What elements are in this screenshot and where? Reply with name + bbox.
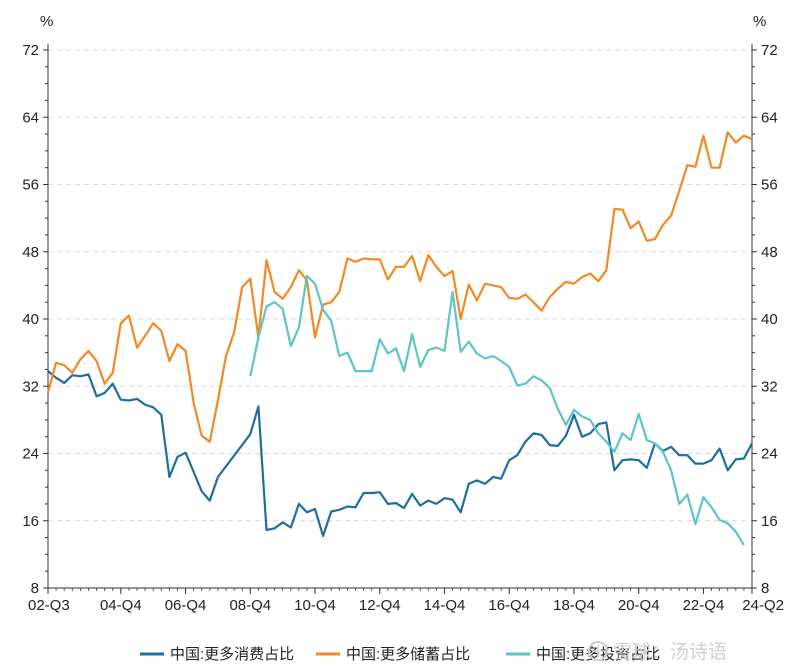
y-tick-label-right: 16	[761, 513, 778, 530]
y-tick-label-left: 72	[22, 42, 39, 59]
x-tick-label: 24-Q2	[742, 597, 784, 614]
axes	[43, 44, 757, 594]
snowball-logo-icon	[588, 641, 608, 661]
x-tick-label: 08-Q4	[229, 597, 271, 614]
watermark: 雪球：汤诗语	[588, 641, 727, 663]
x-tick-label: 14-Q4	[424, 597, 466, 614]
watermark-text: 雪球：汤诗语	[613, 641, 727, 663]
grid-lines	[48, 49, 752, 522]
series-line-investment	[249, 275, 745, 546]
series-line-savings	[46, 131, 753, 443]
y-tick-label-right: 48	[761, 244, 778, 261]
x-tick-label: 04-Q4	[100, 597, 142, 614]
legend-label-consumption: 中国:更多消费占比	[170, 646, 294, 663]
y-tick-label-left: 24	[22, 446, 39, 463]
series-lines	[46, 131, 753, 546]
y-tick-label-right: 32	[761, 378, 778, 395]
x-tick-label: 18-Q4	[553, 597, 595, 614]
y-tick-label-left: 40	[22, 311, 39, 328]
x-tick-label: 20-Q4	[618, 597, 660, 614]
right-unit-label: %	[753, 13, 766, 30]
y-tick-label-left: 16	[22, 513, 39, 530]
y-tick-label-left: 56	[22, 177, 39, 194]
y-tick-label-right: 24	[761, 446, 778, 463]
x-tick-label: 22-Q4	[683, 597, 725, 614]
x-tick-label: 02-Q3	[28, 597, 70, 614]
y-tick-label-right: 40	[761, 311, 778, 328]
y-tick-label-right: 56	[761, 177, 778, 194]
x-tick-label: 12-Q4	[359, 597, 401, 614]
x-tick-label: 06-Q4	[165, 597, 207, 614]
y-tick-label-right: 72	[761, 42, 778, 59]
legend-label-savings: 中国:更多储蓄占比	[346, 646, 470, 663]
y-tick-label-left: 48	[22, 244, 39, 261]
x-tick-labels: 02-Q3 04-Q4 06-Q4 08-Q4 10-Q4 12-Q4 14-Q4 16-Q4…	[28, 597, 784, 614]
y-tick-label-left: 8	[31, 580, 39, 597]
x-tick-label: 16-Q4	[488, 597, 530, 614]
y-tick-label-left: 64	[22, 109, 39, 126]
left-y-tick-labels: 8 16 24 32 40 48 56 64 72	[22, 42, 39, 597]
right-y-tick-labels: 8 16 24 32 40 48 56 64 72	[761, 42, 778, 597]
series-line-consumption	[47, 370, 753, 537]
y-tick-label-right: 64	[761, 109, 778, 126]
x-tick-label: 10-Q4	[294, 597, 336, 614]
y-tick-label-right: 8	[761, 580, 769, 597]
left-unit-label: %	[40, 13, 53, 30]
y-tick-label-left: 32	[22, 378, 39, 395]
